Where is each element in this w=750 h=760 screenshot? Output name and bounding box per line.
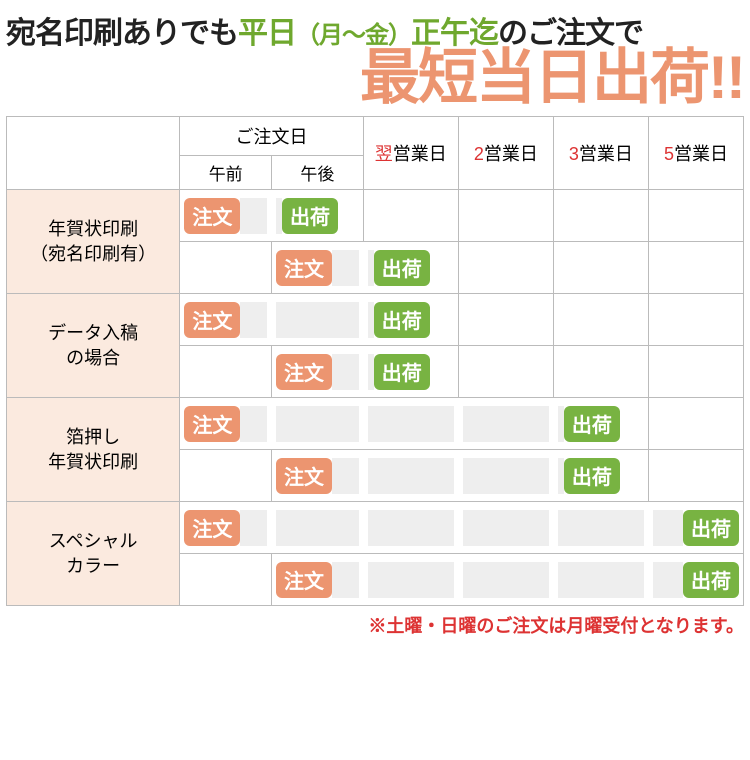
headline-line2: 最短当日出荷!! (6, 48, 744, 108)
progress-bar (558, 562, 644, 598)
order-badge: 注文 (276, 562, 332, 598)
order-badge: 注文 (184, 510, 240, 546)
th-day-1: 翌営業日 (363, 117, 458, 190)
th-pm: 午後 (272, 156, 364, 190)
blank-corner (7, 117, 180, 190)
progress-bar (368, 354, 374, 390)
hl1-p2: 平日 (238, 17, 296, 50)
footnote: ※土曜・日曜のご注文は月曜受付となります。 (6, 612, 744, 638)
progress-bar (332, 354, 359, 390)
th-day-4: 5営業日 (648, 117, 743, 190)
order-badge: 注文 (184, 302, 240, 338)
order-badge: 注文 (276, 354, 332, 390)
order-badge: 注文 (276, 250, 332, 286)
rowlabel-1: データ入稿 の場合 (7, 294, 180, 398)
ship-badge: 出荷 (282, 198, 338, 234)
ship-badge: 出荷 (564, 458, 620, 494)
progress-bar (276, 302, 359, 338)
progress-bar (368, 510, 454, 546)
progress-bar (463, 406, 549, 442)
th-day-3: 3営業日 (553, 117, 648, 190)
rowlabel-0: 年賀状印刷 （宛名印刷有） (7, 190, 180, 294)
progress-bar (653, 510, 683, 546)
progress-bar (240, 198, 267, 234)
order-badge: 注文 (276, 458, 332, 494)
hl1-p1: 宛名印刷ありでも (6, 17, 238, 50)
progress-bar (368, 562, 454, 598)
progress-bar (368, 458, 454, 494)
ship-badge: 出荷 (374, 354, 430, 390)
progress-bar (368, 406, 454, 442)
progress-bar (332, 250, 359, 286)
progress-bar (368, 302, 374, 338)
progress-bar (558, 458, 564, 494)
rowlabel-3: スペシャル カラー (7, 502, 180, 606)
rowlabel-2: 箔押し 年賀状印刷 (7, 398, 180, 502)
table-row: 年賀状印刷 （宛名印刷有） 注文 出荷 (7, 190, 744, 242)
progress-bar (558, 406, 564, 442)
progress-bar (463, 562, 549, 598)
th-day-2: 2営業日 (458, 117, 553, 190)
progress-bar (240, 510, 267, 546)
progress-bar (240, 406, 267, 442)
th-am: 午前 (180, 156, 272, 190)
th-order-day: ご注文日 (180, 117, 363, 156)
header-row-1: ご注文日 翌営業日 2営業日 3営業日 5営業日 (7, 117, 744, 156)
table-row: 箔押し 年賀状印刷 注文 出荷 (7, 398, 744, 450)
ship-badge: 出荷 (374, 250, 430, 286)
ship-badge: 出荷 (683, 510, 739, 546)
order-badge: 注文 (184, 406, 240, 442)
progress-bar (332, 458, 359, 494)
order-badge: 注文 (184, 198, 240, 234)
shipping-schedule-table: ご注文日 翌営業日 2営業日 3営業日 5営業日 午前 午後 年賀状印刷 （宛名… (6, 116, 744, 606)
progress-bar (332, 562, 359, 598)
progress-bar (240, 302, 267, 338)
progress-bar (276, 406, 359, 442)
progress-bar (558, 510, 644, 546)
progress-bar (653, 562, 683, 598)
table-row: データ入稿 の場合 注文 出荷 (7, 294, 744, 346)
ship-badge: 出荷 (683, 562, 739, 598)
progress-bar (463, 510, 549, 546)
table-row: スペシャル カラー 注文 出荷 (7, 502, 744, 554)
progress-bar (276, 510, 359, 546)
ship-badge: 出荷 (374, 302, 430, 338)
progress-bar (368, 250, 374, 286)
ship-badge: 出荷 (564, 406, 620, 442)
progress-bar (463, 458, 549, 494)
